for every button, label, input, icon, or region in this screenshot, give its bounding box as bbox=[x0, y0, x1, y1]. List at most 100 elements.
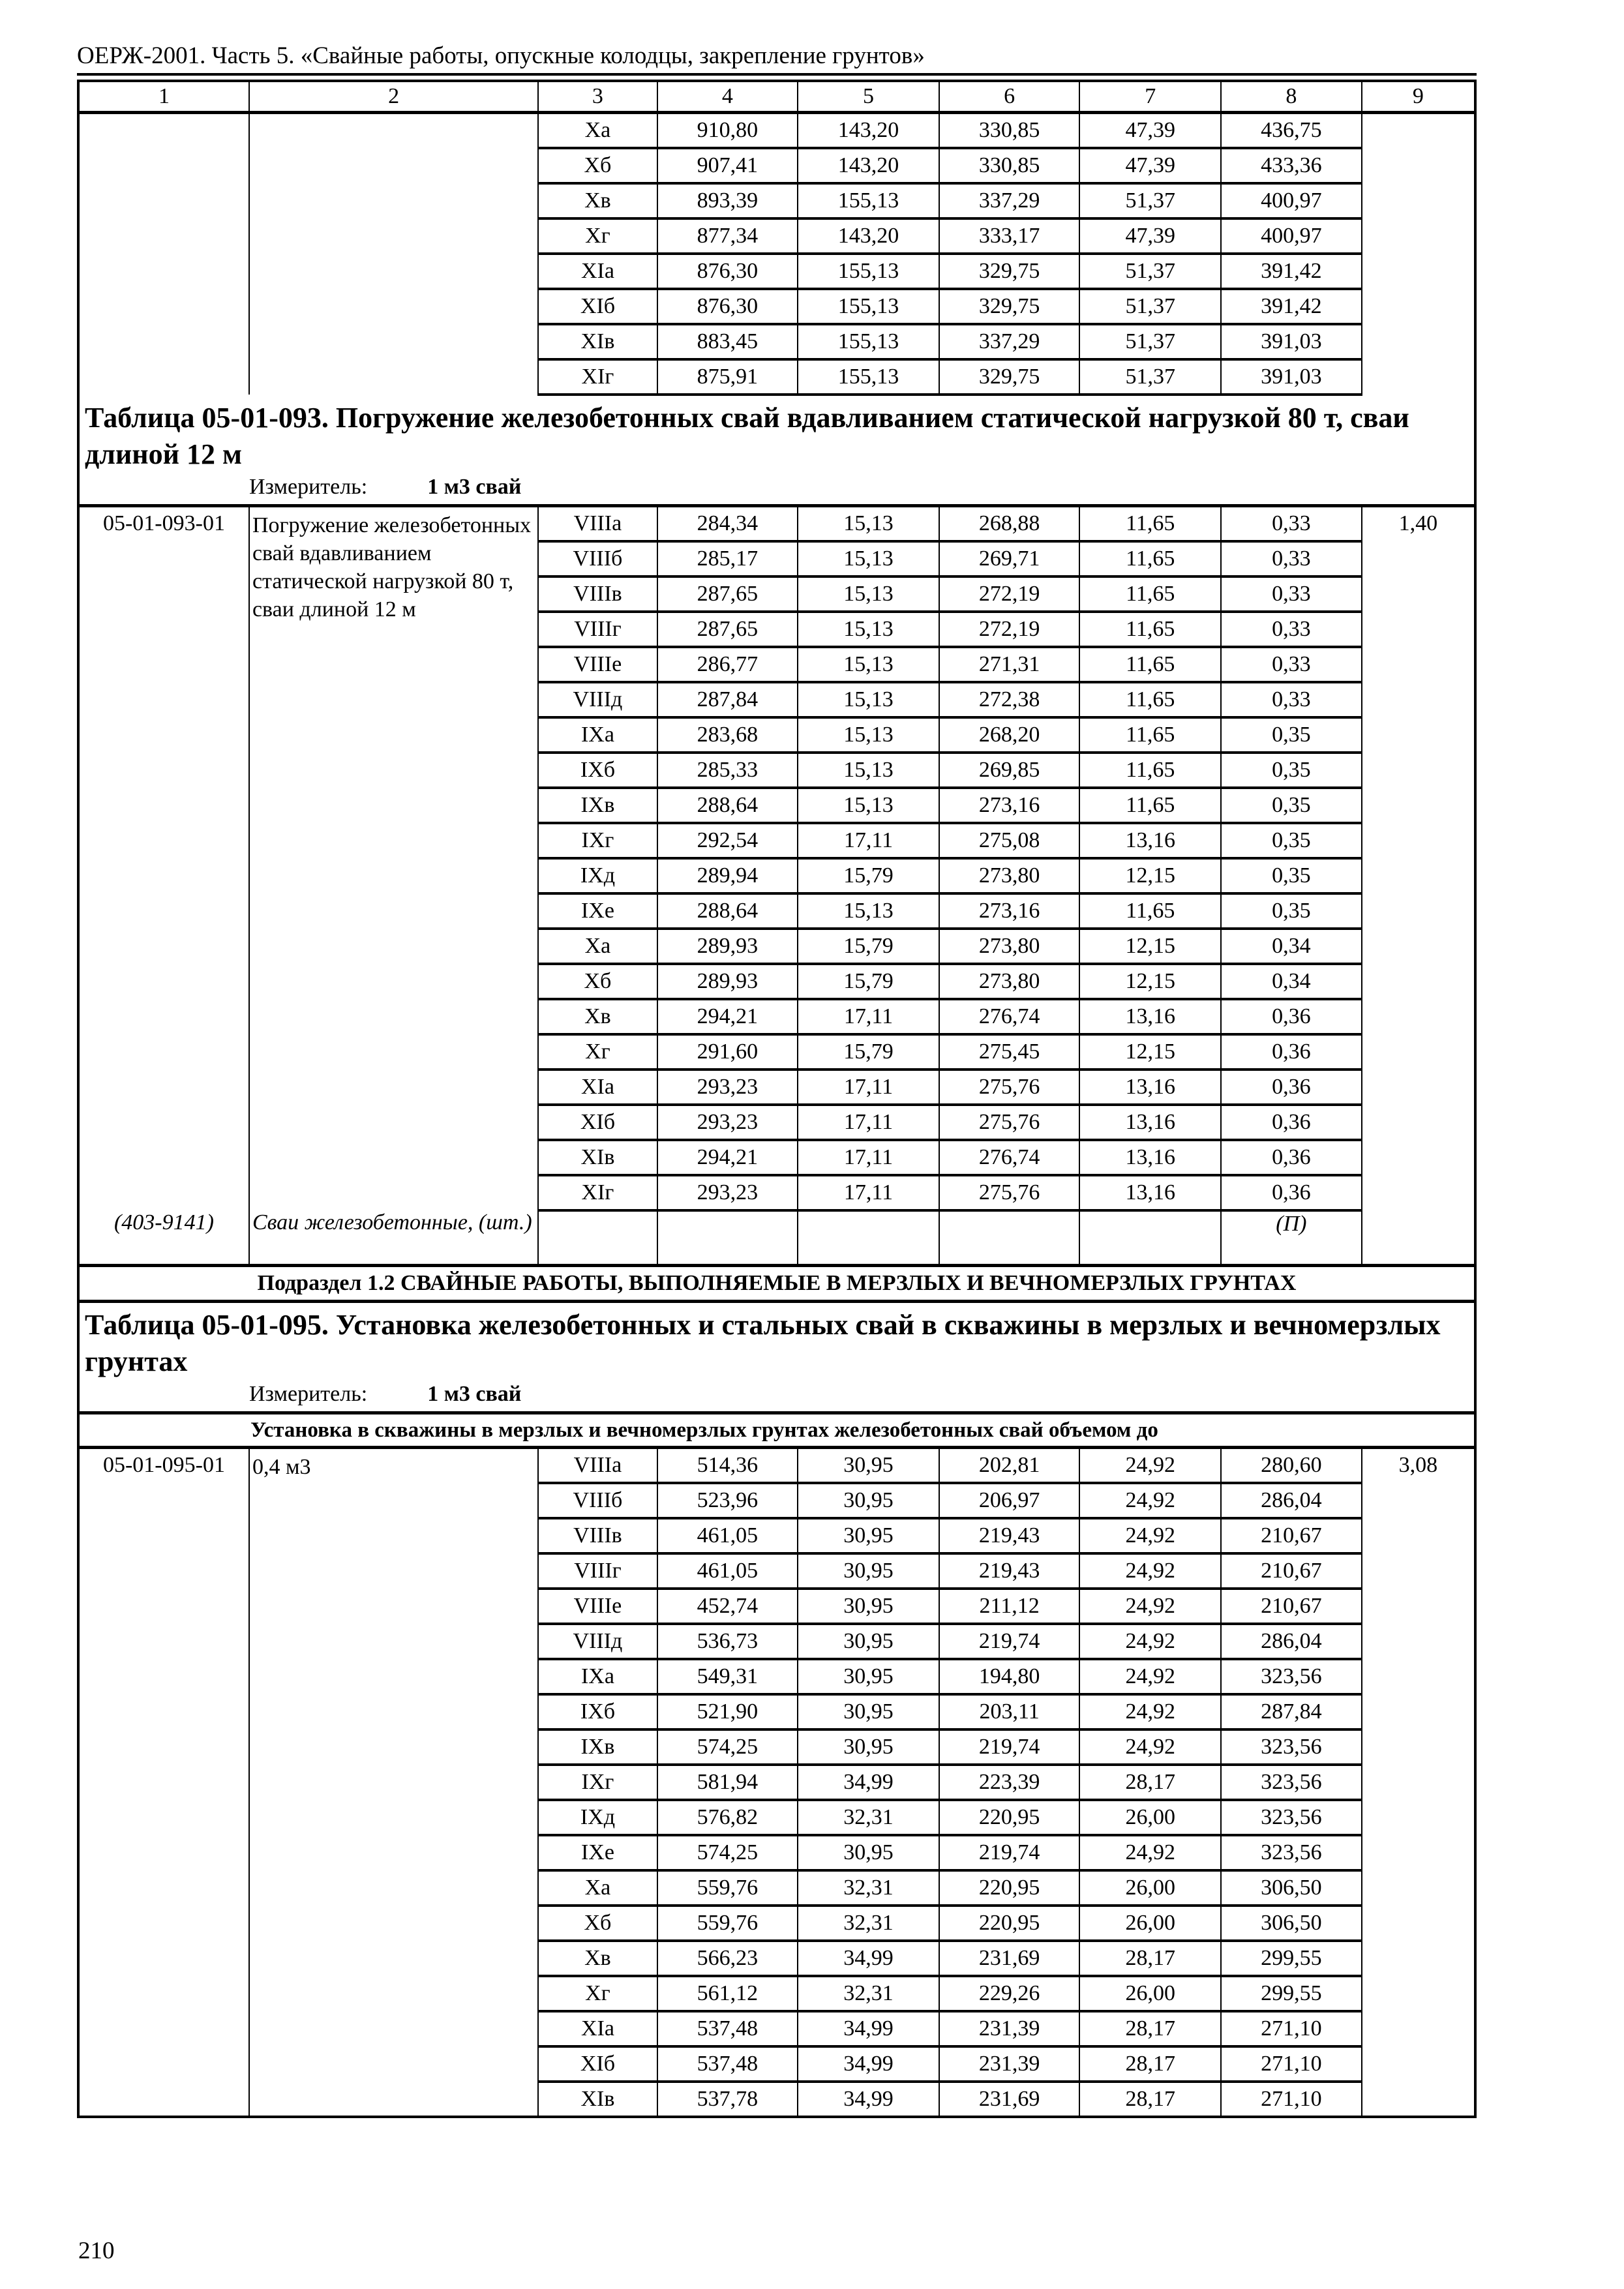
zone-cell: Xа bbox=[537, 112, 658, 149]
column-number: 9 bbox=[1361, 81, 1477, 114]
value-cell: 15,79 bbox=[797, 964, 940, 1000]
rates-table: 1 2 3 4 5 6 7 8 9 Xа 910,80 143,20 330,85 47,39 436,75… bbox=[77, 80, 1477, 2118]
zone-cell: IXа bbox=[537, 717, 658, 754]
table-footer-row: (403-9141) Сваи железобетонные, (шт.) (П) bbox=[78, 1210, 1477, 1267]
zone-cell: XIг bbox=[537, 1175, 658, 1212]
value-cell: 0,35 bbox=[1220, 893, 1362, 930]
value-cell: 30,95 bbox=[797, 1694, 940, 1731]
table-row: VIIIе 286,77 15,13 271,31 11,65 0,33 bbox=[78, 647, 1475, 683]
value-cell: 24,92 bbox=[1079, 1835, 1222, 1872]
empty-cell bbox=[537, 1210, 658, 1267]
rate-description bbox=[248, 112, 539, 395]
table-row: XIв 294,21 17,11 276,74 13,16 0,36 bbox=[78, 1140, 1475, 1176]
value-cell: 910,80 bbox=[656, 112, 799, 149]
table-row: 05-01-095-01 0,4 м3 VIIIа 514,36 30,95 202,81… bbox=[78, 1447, 1477, 2117]
value-cell: 521,90 bbox=[656, 1694, 799, 1731]
zone-cell: XIа bbox=[537, 254, 658, 290]
zone-cell: IXг bbox=[537, 823, 658, 860]
table-row: Xб 289,93 15,79 273,80 12,15 0,34 bbox=[78, 964, 1475, 1000]
value-cell: 24,92 bbox=[1079, 1729, 1222, 1766]
header-rule bbox=[77, 73, 1477, 76]
value-cell: 231,69 bbox=[938, 1941, 1081, 1977]
zone-cell: XIа bbox=[537, 2011, 658, 2048]
value-cell: 875,91 bbox=[656, 359, 799, 396]
zone-cell: VIIIе bbox=[537, 647, 658, 683]
table-row: Xв 566,23 34,99 231,69 28,17 299,55 bbox=[78, 1941, 1475, 1977]
table-title-row: Таблица 05-01-093. Погружение железобето… bbox=[78, 395, 1476, 507]
table-row: IXв 288,64 15,13 273,16 11,65 0,35 bbox=[78, 788, 1475, 824]
value-cell: 229,26 bbox=[938, 1976, 1081, 2012]
table-row: VIIIг 287,65 15,13 272,19 11,65 0,33 bbox=[78, 612, 1475, 648]
value-cell: 30,95 bbox=[797, 1729, 940, 1766]
col9-value bbox=[1361, 112, 1477, 395]
value-cell: 34,99 bbox=[797, 2011, 940, 2048]
value-cell: 0,34 bbox=[1220, 929, 1362, 965]
page-number: 210 bbox=[78, 2237, 115, 2264]
value-cell: 275,45 bbox=[938, 1034, 1081, 1071]
value-cell: 15,13 bbox=[797, 505, 940, 543]
value-cell: 32,31 bbox=[797, 1870, 940, 1907]
value-cell: 323,56 bbox=[1220, 1729, 1362, 1766]
table-row: Xг 561,12 32,31 229,26 26,00 299,55 bbox=[78, 1976, 1475, 2012]
table-row: IXб 521,90 30,95 203,11 24,92 287,84 bbox=[78, 1694, 1475, 1731]
value-cell: 269,85 bbox=[938, 753, 1081, 789]
value-cell: 0,33 bbox=[1220, 576, 1362, 613]
value-cell: 337,29 bbox=[938, 324, 1081, 361]
value-cell: 231,69 bbox=[938, 2082, 1081, 2118]
value-cell: 32,31 bbox=[797, 1906, 940, 1942]
value-cell: 32,31 bbox=[797, 1800, 940, 1836]
table-title-cell: Таблица 05-01-093. Погружение железобето… bbox=[78, 395, 1476, 507]
zone-cell: VIIIб bbox=[537, 1483, 658, 1519]
value-cell: 289,94 bbox=[656, 858, 799, 895]
table-row: VIIIб 523,96 30,95 206,97 24,92 286,04 bbox=[78, 1483, 1475, 1519]
value-cell: 24,92 bbox=[1079, 1624, 1222, 1660]
value-cell: 30,95 bbox=[797, 1483, 940, 1519]
value-cell: 219,43 bbox=[938, 1553, 1081, 1590]
value-cell: 155,13 bbox=[797, 359, 940, 396]
value-cell: 24,92 bbox=[1079, 1659, 1222, 1696]
value-cell: 32,31 bbox=[797, 1976, 940, 2012]
table-row: Xб 907,41 143,20 330,85 47,39 433,36 bbox=[78, 148, 1475, 185]
value-cell: 391,42 bbox=[1220, 289, 1362, 325]
table-row: Xг 877,34 143,20 333,17 47,39 400,97 bbox=[78, 218, 1475, 255]
table-row: XIа 876,30 155,13 329,75 51,37 391,42 bbox=[78, 254, 1475, 290]
value-cell: 219,43 bbox=[938, 1518, 1081, 1555]
running-header: ОЕРЖ-2001. Часть 5. «Свайные работы, опу… bbox=[77, 42, 925, 69]
subheader-row: Установка в скважины в мерзлых и вечноме… bbox=[78, 1413, 1476, 1449]
value-cell: 11,65 bbox=[1079, 612, 1222, 648]
empty-cell bbox=[1079, 1210, 1222, 1267]
empty-cell bbox=[938, 1210, 1081, 1267]
value-cell: 286,04 bbox=[1220, 1624, 1362, 1660]
value-cell: 275,76 bbox=[938, 1105, 1081, 1141]
value-cell: 574,25 bbox=[656, 1835, 799, 1872]
table-row: IXб 285,33 15,13 269,85 11,65 0,35 bbox=[78, 753, 1475, 789]
value-cell: 559,76 bbox=[656, 1906, 799, 1942]
table-row: XIг 875,91 155,13 329,75 51,37 391,03 bbox=[78, 359, 1475, 396]
zone-cell: VIIIг bbox=[537, 1553, 658, 1590]
value-cell: 203,11 bbox=[938, 1694, 1081, 1731]
value-cell: 271,10 bbox=[1220, 2011, 1362, 2048]
value-cell: 17,11 bbox=[797, 1140, 940, 1176]
value-cell: 24,92 bbox=[1079, 1483, 1222, 1519]
value-cell: 271,10 bbox=[1220, 2046, 1362, 2083]
value-cell: 876,30 bbox=[656, 289, 799, 325]
zone-cell: Xб bbox=[537, 148, 658, 185]
value-cell: 15,13 bbox=[797, 682, 940, 719]
zone-cell: Xб bbox=[537, 964, 658, 1000]
value-cell: 876,30 bbox=[656, 254, 799, 290]
col9-value: 3,08 bbox=[1361, 1447, 1477, 2117]
value-cell: 11,65 bbox=[1079, 682, 1222, 719]
value-cell: 51,37 bbox=[1079, 324, 1222, 361]
value-cell: 28,17 bbox=[1079, 2082, 1222, 2118]
value-cell: 51,37 bbox=[1079, 254, 1222, 290]
resource-description: Сваи железобетонные, (шт.) bbox=[248, 1210, 539, 1267]
rate-code bbox=[78, 112, 250, 395]
value-cell: 15,13 bbox=[797, 647, 940, 683]
table-row: IXе 574,25 30,95 219,74 24,92 323,56 bbox=[78, 1835, 1475, 1872]
value-cell: 452,74 bbox=[656, 1589, 799, 1625]
column-number: 3 bbox=[537, 81, 658, 114]
value-cell: 17,11 bbox=[797, 823, 940, 860]
zone-cell: XIв bbox=[537, 1140, 658, 1176]
column-number: 8 bbox=[1220, 81, 1362, 114]
zone-cell: VIIIв bbox=[537, 1518, 658, 1555]
